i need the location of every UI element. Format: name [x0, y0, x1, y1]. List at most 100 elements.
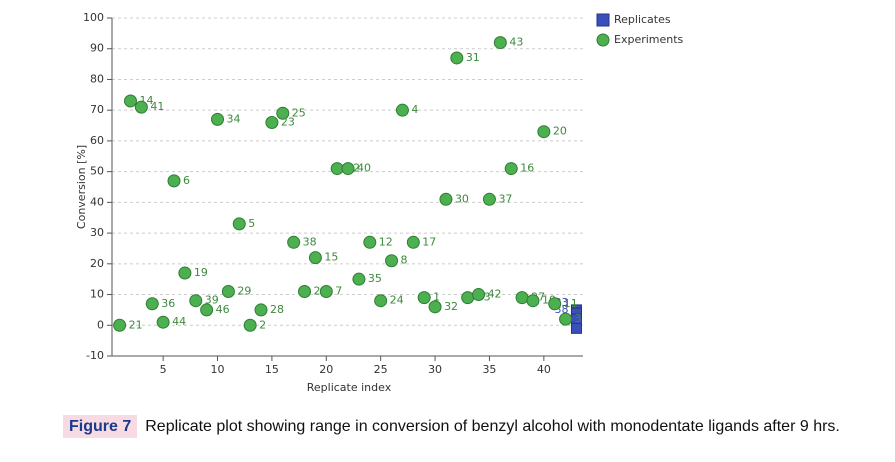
experiment-point [548, 297, 562, 311]
point-label: 4 [411, 103, 418, 116]
y-tick-label: 100 [83, 11, 104, 24]
point-label: 11 [564, 297, 578, 310]
experiment-point [167, 174, 181, 188]
point-label: 42 [488, 288, 502, 301]
y-tick-label: 40 [90, 195, 104, 208]
legend-marker [596, 33, 610, 47]
caption: Figure 7 Replicate plot showing range in … [63, 415, 840, 438]
point-label: 37 [498, 192, 512, 205]
experiment-point [461, 291, 475, 305]
point-label: 28 [270, 303, 284, 316]
experiment-point [374, 294, 388, 308]
x-tick-label: 35 [482, 363, 496, 376]
experiment-point [341, 162, 355, 176]
x-tick-label: 5 [160, 363, 167, 376]
experiment-point [352, 272, 366, 286]
point-label: 16 [520, 162, 534, 175]
experiment-point [417, 291, 431, 305]
y-tick-label: 20 [90, 257, 104, 270]
point-label: 32 [444, 300, 458, 313]
experiment-point [428, 300, 442, 314]
point-label: 8 [401, 254, 408, 267]
experiment-point [243, 318, 257, 332]
point-label: 3 [575, 312, 582, 325]
y-tick-label: 70 [90, 103, 104, 116]
experiment-point [472, 288, 486, 302]
experiment-point [450, 51, 464, 65]
point-label: 20 [553, 125, 567, 138]
experiment-point [211, 112, 225, 126]
experiment-point [515, 291, 529, 305]
x-tick-label: 20 [319, 363, 333, 376]
legend-label: Replicates [614, 13, 671, 26]
experiment-point [308, 251, 322, 265]
experiment-point [254, 303, 268, 317]
experiment-point [439, 192, 453, 206]
experiment-point [319, 284, 333, 298]
y-tick-label: -10 [86, 349, 104, 362]
y-tick-label: 10 [90, 288, 104, 301]
x-tick-label: 40 [537, 363, 551, 376]
experiment-point [200, 303, 214, 317]
point-label: 30 [455, 192, 469, 205]
experiment-point [134, 100, 148, 114]
experiment-point [265, 115, 279, 129]
legend-marker [596, 13, 610, 27]
experiment-point [482, 192, 496, 206]
point-label: 2 [259, 318, 266, 331]
experiment-point [493, 36, 507, 50]
y-tick-label: 90 [90, 42, 104, 55]
y-axis-label: Conversion [%] [75, 145, 88, 229]
experiment-point [113, 318, 127, 332]
experiment-point [395, 103, 409, 117]
point-label: 17 [422, 235, 436, 248]
experiment-point [406, 235, 420, 249]
x-tick-label: 10 [211, 363, 225, 376]
point-label: 40 [357, 162, 371, 175]
experiment-point [276, 106, 290, 120]
point-label: 6 [183, 174, 190, 187]
point-label: 5 [248, 217, 255, 230]
point-label: 21 [129, 318, 143, 331]
experiment-point [330, 162, 344, 176]
experiment-point [504, 162, 518, 176]
legend-label: Experiments [614, 33, 684, 46]
point-label: 44 [172, 315, 186, 328]
point-label: 46 [216, 303, 230, 316]
point-label: 38 [303, 235, 317, 248]
experiment-point [145, 297, 159, 311]
experiment-point [156, 315, 170, 329]
y-tick-label: 0 [97, 318, 104, 331]
point-label: 25 [292, 106, 306, 119]
x-axis-label: Replicate index [307, 381, 392, 394]
point-label: 24 [390, 294, 404, 307]
replicate-point [570, 322, 582, 334]
point-label: 19 [194, 266, 208, 279]
point-label: 15 [324, 251, 338, 264]
experiment-point [221, 284, 235, 298]
experiment-point [287, 235, 301, 249]
y-tick-label: 80 [90, 72, 104, 85]
x-tick-label: 30 [428, 363, 442, 376]
point-label: 12 [379, 235, 393, 248]
point-label: 29 [237, 284, 251, 297]
caption-label: Figure 7 [63, 415, 138, 438]
point-label: 7 [335, 284, 342, 297]
point-label: 34 [227, 112, 241, 125]
experiment-point [537, 125, 551, 139]
x-tick-label: 15 [265, 363, 279, 376]
y-tick-label: 60 [90, 134, 104, 147]
experiment-point [385, 254, 399, 268]
experiment-point [232, 217, 246, 231]
experiment-point [123, 94, 137, 108]
point-label: 31 [466, 51, 480, 64]
caption-text: Replicate plot showing range in conversi… [145, 418, 840, 435]
x-tick-label: 25 [374, 363, 388, 376]
experiment-point [526, 294, 540, 308]
point-label: 39 [205, 294, 219, 307]
point-label: 36 [161, 297, 175, 310]
experiment-point [178, 266, 192, 280]
y-tick-label: 30 [90, 226, 104, 239]
point-label: 1 [433, 291, 440, 304]
